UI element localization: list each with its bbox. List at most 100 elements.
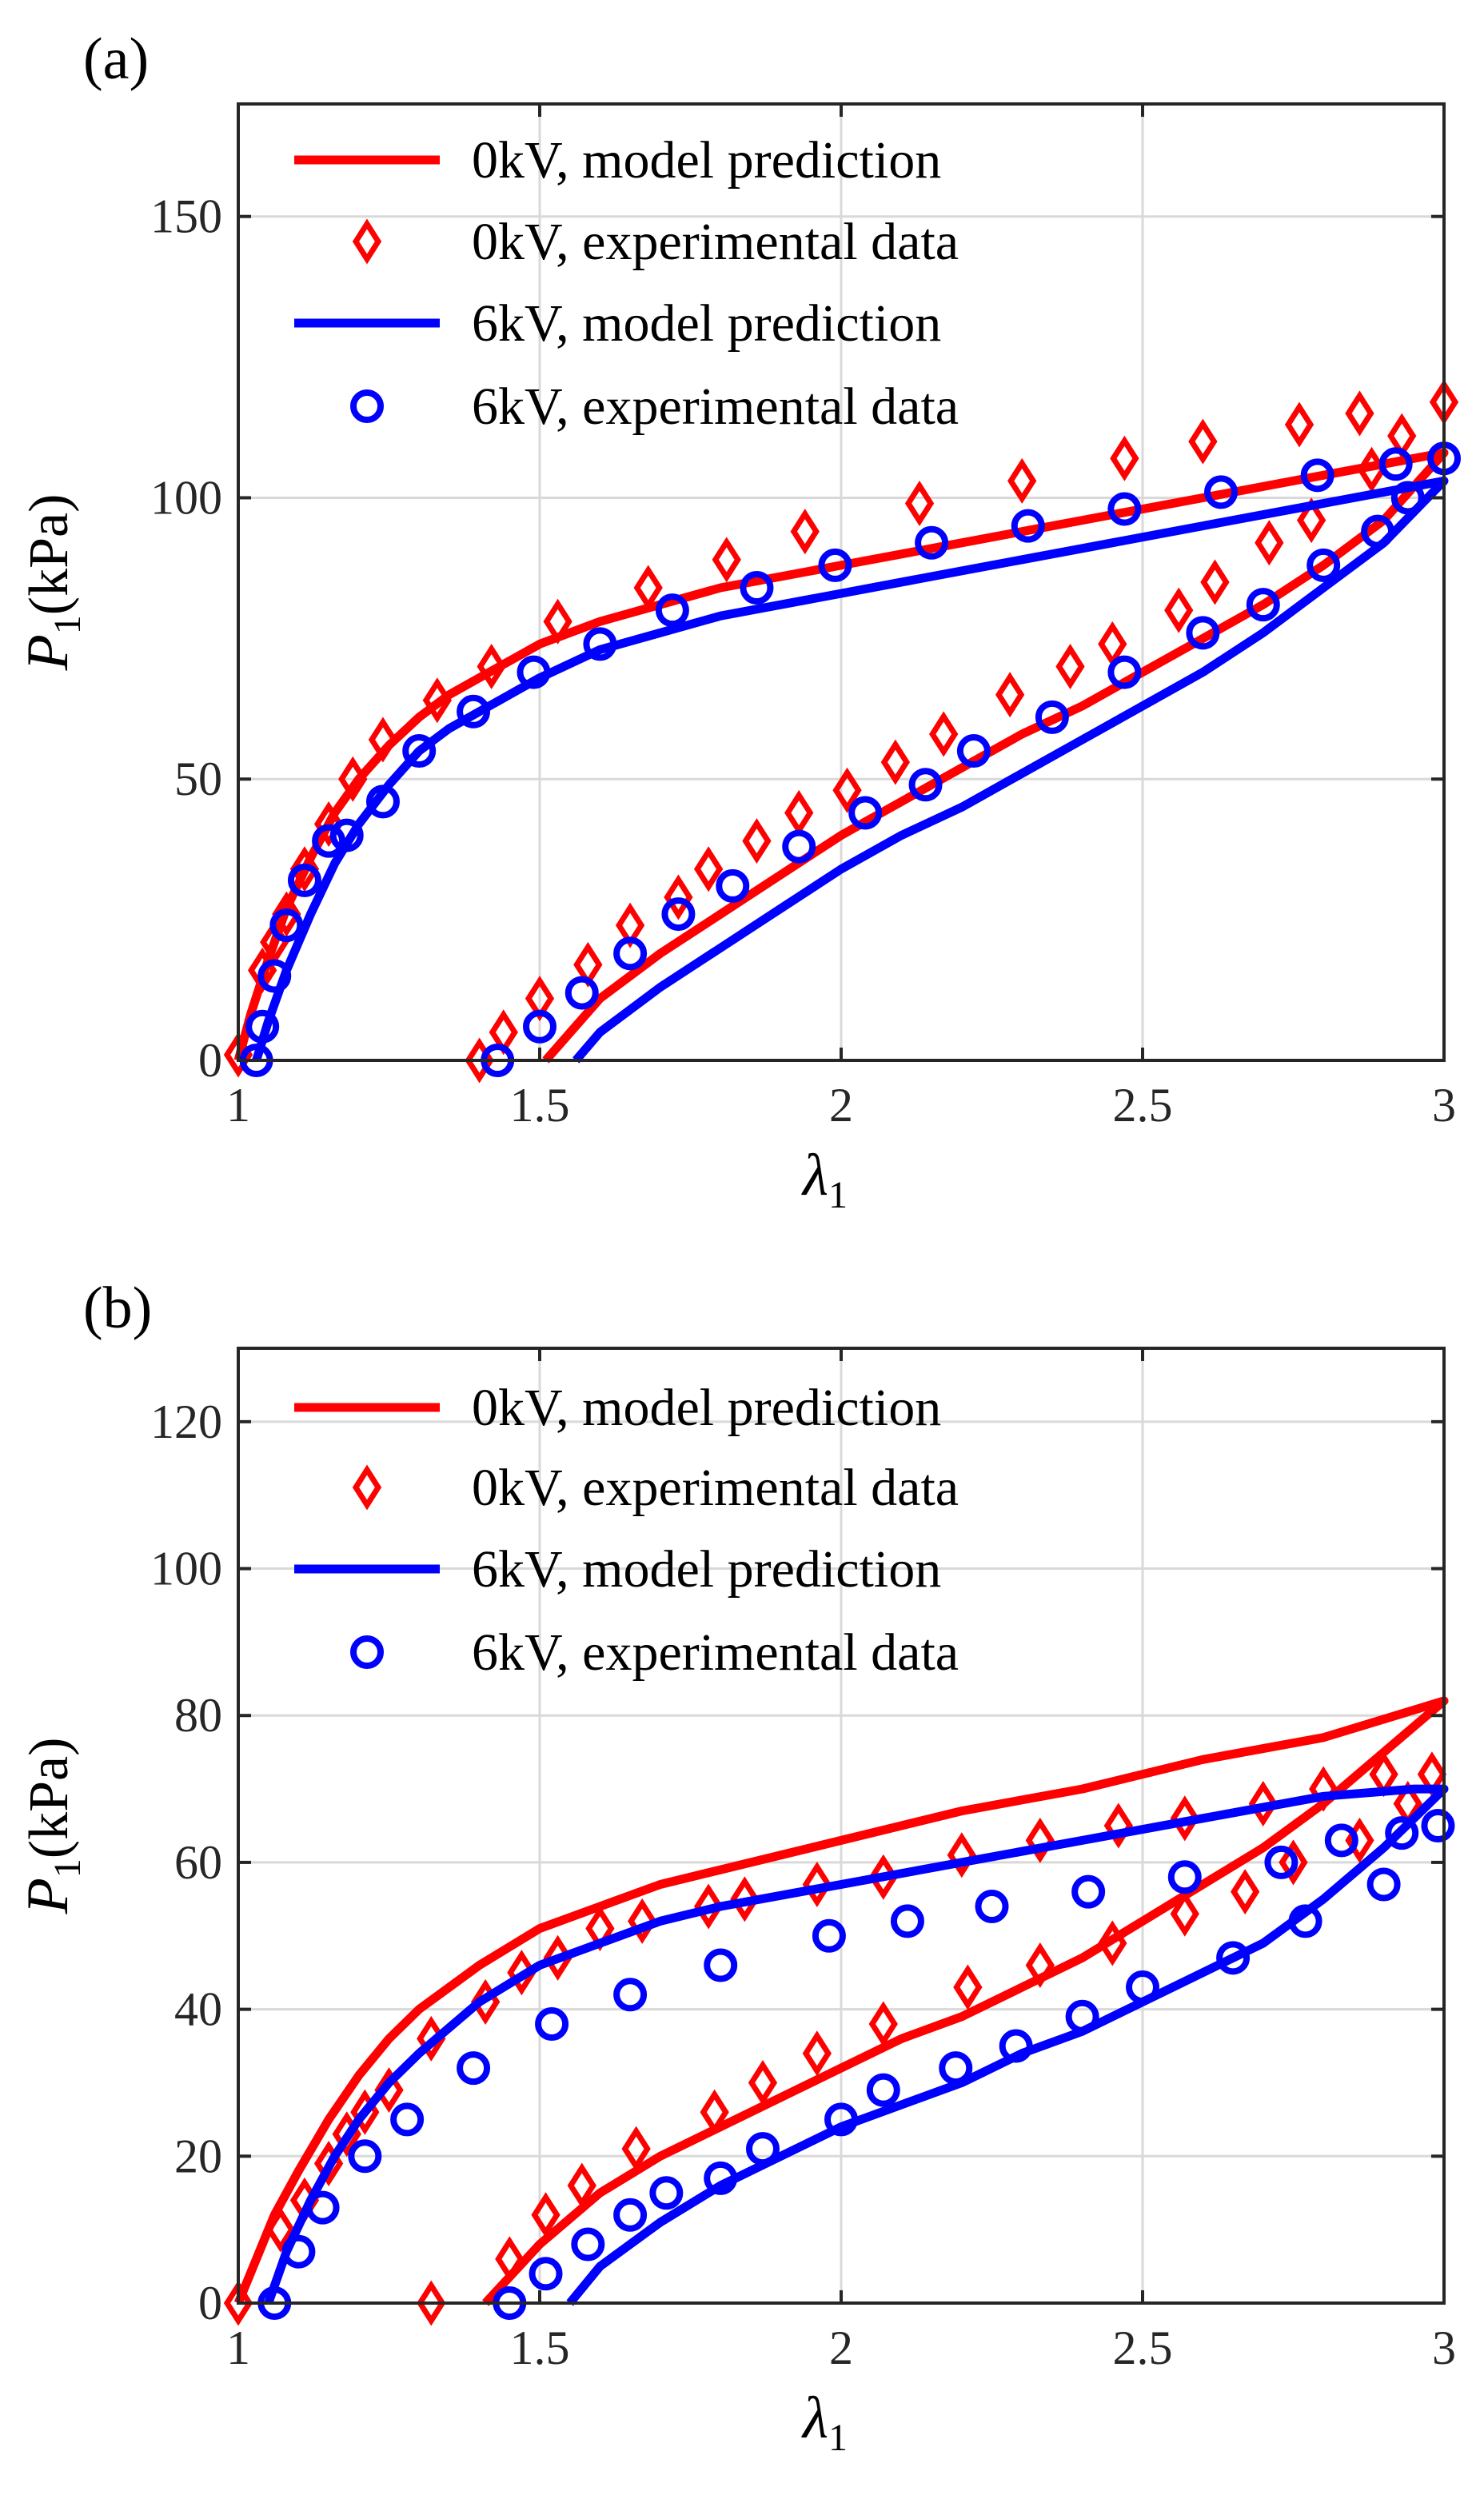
panel-a-y-tick-label: 50 [174, 753, 222, 805]
panel-a-legend-swatch-diamond [352, 218, 382, 265]
panel-a-point-circle [1300, 458, 1334, 493]
panel-b-point-diamond [730, 1876, 760, 1922]
panel-b-point-circle [457, 2051, 491, 2086]
panel-a-point-circle [402, 734, 437, 768]
panel-b-point-diamond [802, 1861, 832, 1907]
panel-a-point-circle [1378, 447, 1413, 481]
panel-a-point-diamond [1110, 435, 1139, 481]
panel-a-point-circle [782, 829, 816, 864]
panel-b-point-circle [999, 2029, 1033, 2063]
panel-b-point-circle [1366, 1867, 1401, 1902]
panel-a-point-circle [716, 868, 750, 903]
panel-a-point-diamond [1296, 497, 1326, 544]
panel-a-point-diamond [832, 767, 862, 813]
panel-b-point-circle [866, 2073, 900, 2107]
panel-b-point-circle [1288, 1904, 1322, 1938]
panel-b-point-circle [529, 2257, 563, 2291]
panel-b-point-circle [824, 2102, 858, 2137]
panel-a-point-circle [1035, 700, 1069, 734]
panel-a-legend-label: 0kV, experimental data [472, 213, 959, 271]
panel-a-point-diamond [712, 537, 741, 583]
panel-a-point-circle [257, 959, 292, 993]
panel-b-point-diamond [265, 2206, 295, 2253]
panel-a-point-diamond [633, 565, 663, 611]
panel-a-point-diamond [995, 672, 1025, 718]
panel-b-y-tick-label: 120 [150, 1395, 222, 1448]
panel-a-x-tick-label: 1.5 [510, 1079, 570, 1132]
panel-b-legend-label: 0kV, experimental data [472, 1459, 959, 1517]
panel-b-point-diamond [1098, 1920, 1127, 1966]
panel-b-point-diamond [1170, 1890, 1199, 1937]
panel-b-point-circle [704, 1948, 738, 1982]
panel-b-point-diamond [868, 2001, 898, 2047]
panel-b-x-tick-label: 2.5 [1113, 2321, 1173, 2374]
panel-a-legend-label: 0kV, model prediction [472, 131, 941, 190]
panel-b-legend-label: 0kV, model prediction [472, 1379, 941, 1437]
panel-a-point-circle [583, 627, 617, 661]
panel-b-point-diamond [1025, 1817, 1055, 1863]
panel-a-point-circle [523, 1009, 556, 1044]
panel-b-point-diamond [1231, 1869, 1260, 1915]
panel-b-point-diamond [628, 1898, 657, 1944]
panel-b-point-diamond [693, 1883, 724, 1930]
panel-a-point-circle [1107, 655, 1142, 689]
panel-b-point-circle [571, 2227, 605, 2262]
panel-a-point-circle [915, 525, 949, 560]
panel-b-legend-label: 6kV, experimental data [472, 1623, 959, 1682]
panel-b-legend-swatch-circle [350, 1635, 384, 1669]
panel-a-point-circle [613, 936, 648, 971]
panel-b-point-circle [745, 2132, 780, 2166]
panel-b-point-circle [1421, 1809, 1455, 1842]
panel-b-series-0kv-model-prediction [233, 1696, 1449, 2306]
panel-a-point-diamond [904, 480, 935, 527]
panel-b-legend: 0kV, model prediction 0kV, experimental d… [294, 1379, 959, 1682]
panel-a-point-circle [245, 1009, 280, 1044]
panel-b-point-circle [1385, 1816, 1419, 1850]
panel-b-x-axis-title: λ1 [801, 2385, 848, 2459]
panel-a-point-circle [1390, 481, 1425, 515]
panel-a-point-circle [269, 908, 304, 943]
panel-b-point-circle [975, 1890, 1009, 1924]
panel-b-point-diamond [953, 1964, 983, 2010]
panel-a-point-diamond [543, 598, 572, 645]
panel-a-point-circle [312, 824, 346, 858]
panel-a-point-circle [1107, 492, 1142, 526]
panel-b-legend-swatch-diamond [352, 1464, 382, 1511]
panel-b-label: (b) [83, 1275, 152, 1341]
panel-a-point-circle [287, 863, 321, 897]
panel-b-point-circle [348, 2139, 382, 2174]
panel-a-point-diamond [313, 801, 344, 848]
panel-a-x-tick-label: 1 [226, 1079, 250, 1132]
panel-b-y-tick-label: 20 [174, 2130, 222, 2182]
panel-a-point-diamond [1188, 418, 1218, 465]
panel-a-x-axis-title: λ1 [801, 1143, 848, 1216]
panel-b-y-tick-label: 40 [174, 1983, 222, 2036]
panel-b-y-tick-label: 100 [150, 1543, 222, 1595]
panel-a-point-circle [740, 571, 774, 605]
panel-a-point-circle [661, 897, 696, 932]
panel-b-point-diamond [374, 2067, 404, 2114]
panel-b-point-diamond [1103, 1802, 1133, 1849]
panel-b-point-diamond [567, 2162, 596, 2209]
panel-a-point-circle [1011, 509, 1045, 543]
panel-a-x-tick-label: 3 [1432, 1079, 1456, 1132]
panel-a-point-circle [1361, 514, 1395, 549]
panel-b-point-circle [613, 2198, 648, 2232]
panel-a-point-circle [1204, 475, 1239, 509]
panel-a-point-circle [329, 818, 364, 852]
panel-a-point-circle [818, 548, 852, 582]
panel-a-point-diamond [272, 891, 301, 937]
panel-b-point-circle [281, 2234, 316, 2269]
panel-a-point-diamond [1200, 559, 1230, 605]
panel-b-point-diamond [748, 2059, 778, 2106]
panel-a-point-circle [848, 796, 883, 830]
panel-a-point-diamond [289, 846, 320, 892]
panel-a-point-diamond [742, 818, 772, 864]
panel-a-point-diamond [880, 739, 911, 785]
panel-a-point-circle [564, 976, 599, 1010]
panel-b-point-circle [1216, 1941, 1251, 1975]
panel-b-point-diamond [947, 1832, 976, 1878]
panel-a-point-diamond [664, 874, 693, 920]
panel-a-y-tick-label: 100 [150, 471, 222, 524]
panel-a-point-circle [1246, 588, 1280, 622]
